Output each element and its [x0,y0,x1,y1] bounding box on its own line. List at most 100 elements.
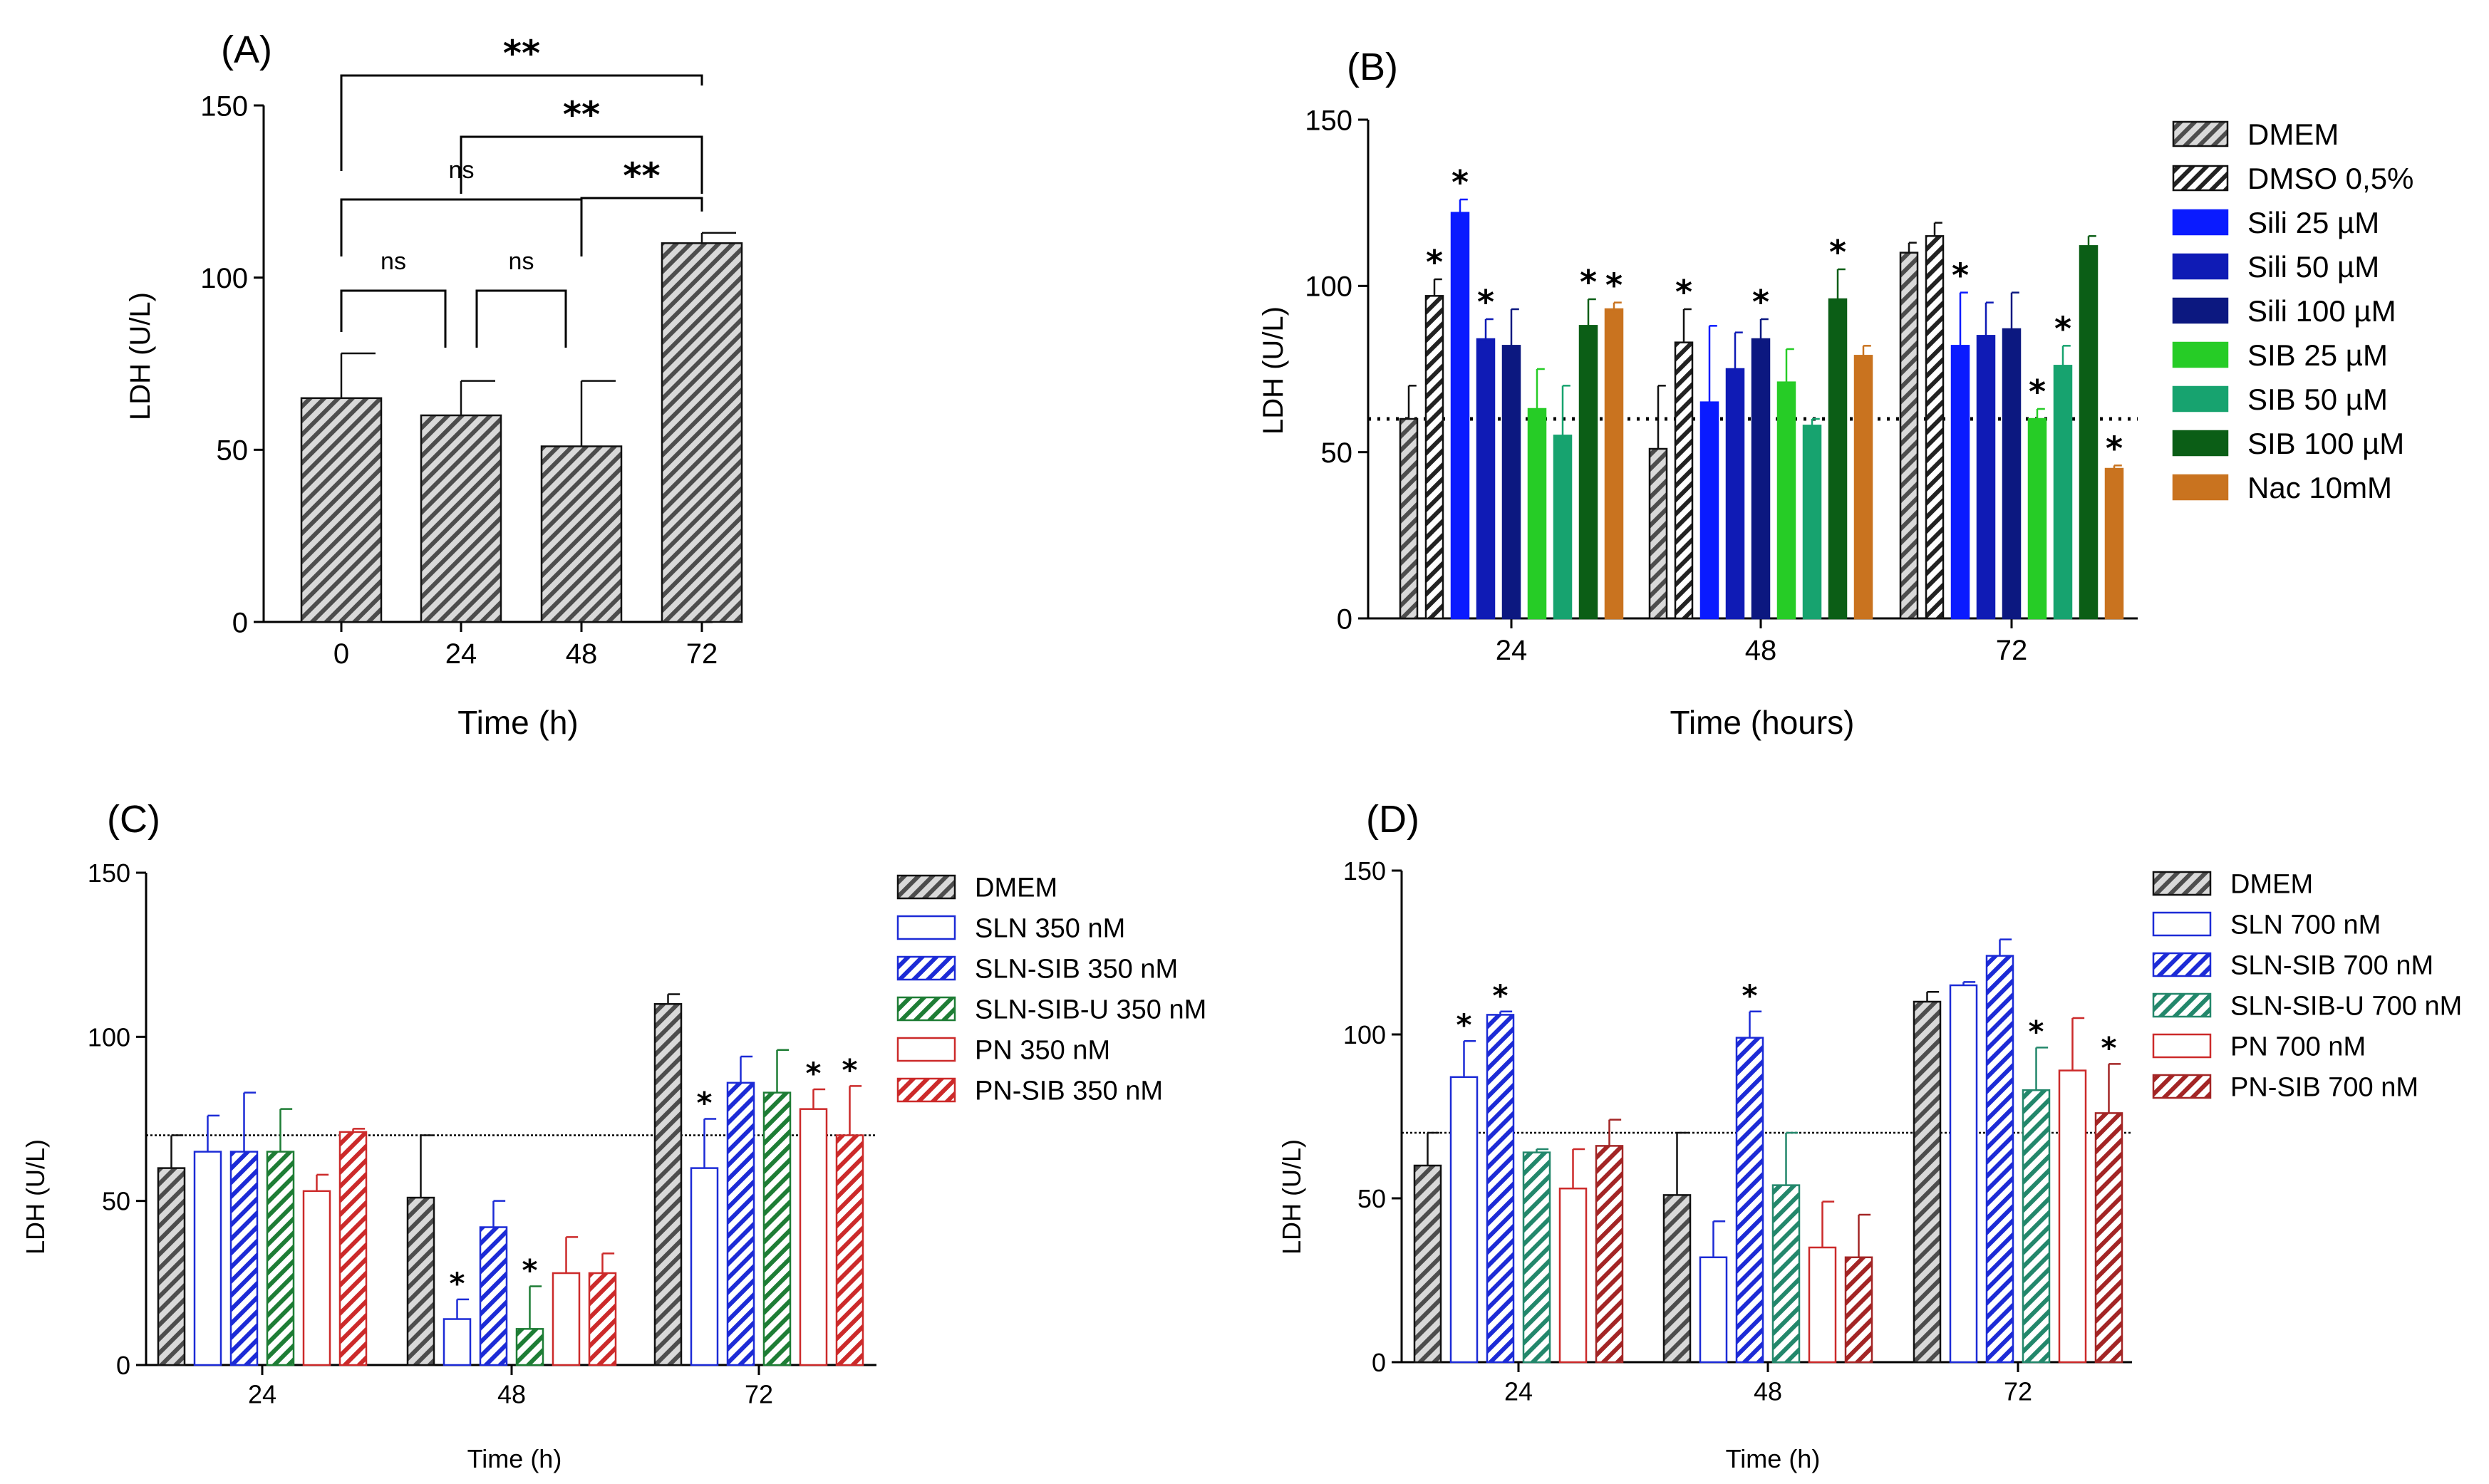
legend-swatch-sib-100-m [2172,430,2229,457]
panel-d-x-axis: 24 48 72 [1402,1361,2132,1406]
x-tick-label-24: 24 [248,1380,276,1409]
significance-star: * [1456,1007,1472,1042]
significance-star: * [2106,429,2123,467]
panel-a-y-label: LDH (U/L) [125,292,156,420]
legend-label-sib-50-m: SIB 50 µM [2247,383,2388,416]
panel-c-x-axis: 24 48 72 [146,1364,876,1409]
legend-swatch-sln-sib-u-350-nm [896,996,956,1022]
bar-pn-700-nm-24 [1558,1187,1588,1364]
bar-dmso-0-5-48 [1674,341,1694,620]
panel-b-x-axis: 24 48 72 [1368,617,2138,666]
bar-nac-10mm-48 [1853,355,1873,620]
legend-label-nac-10mm: Nac 10mM [2247,471,2392,504]
significance-star: * [1477,283,1494,321]
x-tick-label-24: 24 [1496,635,1528,666]
bar-dmso-0-5-24 [1424,295,1444,620]
y-tick-label: 150 [200,90,248,122]
bar-sib-25-m-48 [1776,381,1796,620]
x-tick-label-48: 48 [566,638,598,670]
legend-label-dmem: DMEM [2230,870,2313,900]
bar-sili-100-m-24 [1501,345,1521,620]
legend-swatch-sln-700-nm [2152,911,2212,937]
legend-label-pn-700-nm: PN 700 nM [2230,1032,2366,1062]
x-tick-label-72: 72 [1996,635,2028,666]
y-tick-label: 50 [217,435,249,467]
bar-pn-350-nm-72 [799,1108,828,1366]
panel-b-y-axis: 0 50 100 150 [1305,105,1370,635]
bar-sib-100-m-48 [1828,298,1848,620]
significance-star: * [1580,263,1597,301]
y-tick-label: 100 [200,263,248,294]
bar-pn-sib-350-nm-72 [835,1134,864,1366]
legend-swatch-nac-10mm [2172,474,2229,501]
bar-pn-700-nm-48 [1808,1246,1837,1364]
significance-star: * [1952,256,1969,295]
legend-swatch-dmem [896,874,956,900]
x-tick-label-72: 72 [2004,1377,2032,1406]
legend-swatch-dmso-0-5 [2172,165,2229,192]
y-tick-label: 0 [1337,603,1352,635]
x-tick-label-24: 24 [1504,1377,1533,1406]
y-tick-label: 100 [88,1022,130,1052]
panel-c-y-axis: 0 50 100 150 [88,858,148,1380]
legend-swatch-sln-sib-u-700-nm [2152,992,2212,1018]
bar-sln-sib-u-700-nm-24 [1522,1151,1551,1364]
bar-sili-25-m-72 [1950,345,1970,620]
panel-c-bars: * * * * * [157,993,864,1366]
legend-label-dmso-0-5: DMSO 0,5% [2247,162,2413,195]
panel-c-legend: DMEM SLN 350 nM SLN-SIB 350 nM SLN-SIB-U 35… [896,873,1206,1106]
legend-swatch-pn-sib-700-nm [2152,1074,2212,1099]
bar-sili-25-m-24 [1450,212,1470,620]
significance-star: * [806,1056,822,1091]
legend-swatch-dmem [2172,120,2229,147]
bar-sln-700-nm-72 [1949,984,1978,1364]
significance-star: * [1493,978,1509,1013]
bar-sili-50-m-48 [1725,368,1745,620]
significance-label: ns [381,248,406,275]
bar-pn-sib-350-nm-24 [338,1131,368,1366]
legend-swatch-sib-50-m [2172,385,2229,412]
bar-time-48 [540,445,623,623]
panel-b-label: (B) [1347,46,1398,88]
legend-label-sili-50-m: Sili 50 µM [2247,250,2379,284]
bar-sili-100-m-72 [2002,328,2022,620]
bar-pn-sib-700-nm-48 [1844,1256,1873,1364]
bar-pn-350-nm-48 [552,1272,581,1366]
legend-swatch-sili-50-m [2172,253,2229,280]
bar-sln-sib-700-nm-48 [1735,1037,1764,1364]
bar-time-0 [300,397,383,623]
panel-d: (D) 0 50 100 150 24 48 72 * * * * * DMEM SLN 700 n… [1277,798,2462,1473]
bar-dmem-24 [1399,417,1419,620]
significance-label: ** [563,94,600,135]
panel-d-x-label: Time (h) [1726,1444,1821,1473]
significance-star: * [1452,163,1469,202]
significance-bracket [475,289,567,348]
bar-sib-50-m-72 [2053,365,2073,620]
bar-sln-700-nm-48 [1699,1256,1728,1364]
significance-star: * [1605,266,1623,305]
panel-d-y-axis: 0 50 100 150 [1343,856,1403,1377]
significance-star: * [1426,243,1443,281]
bar-sln-350-nm-72 [690,1167,719,1366]
bar-pn-sib-700-nm-72 [2094,1112,2123,1364]
significance-bracket [340,289,447,348]
legend-swatch-dmem [2152,871,2212,896]
y-tick-label: 50 [1357,1184,1386,1213]
significance-bracket [340,198,583,256]
bar-pn-700-nm-72 [2058,1069,2087,1364]
legend-label-sln-sib-350-nm: SLN-SIB 350 nM [975,955,1178,985]
significance-star: * [1752,283,1769,321]
significance-star: * [522,1252,538,1287]
bar-sln-sib-u-350-nm-72 [762,1091,792,1366]
bar-time-72 [661,242,743,623]
bar-sili-25-m-48 [1699,401,1719,620]
bar-sili-50-m-72 [1976,335,1996,620]
bar-sln-350-nm-24 [193,1151,222,1366]
panel-c: (C) 0 50 100 150 24 48 72 * * * * * DMEM SLN 350 n… [21,798,1206,1473]
bar-sln-700-nm-24 [1449,1076,1479,1364]
bar-dmem-48 [1648,447,1668,620]
y-tick-label: 50 [1321,437,1353,469]
panel-a-label: (A) [221,28,272,71]
